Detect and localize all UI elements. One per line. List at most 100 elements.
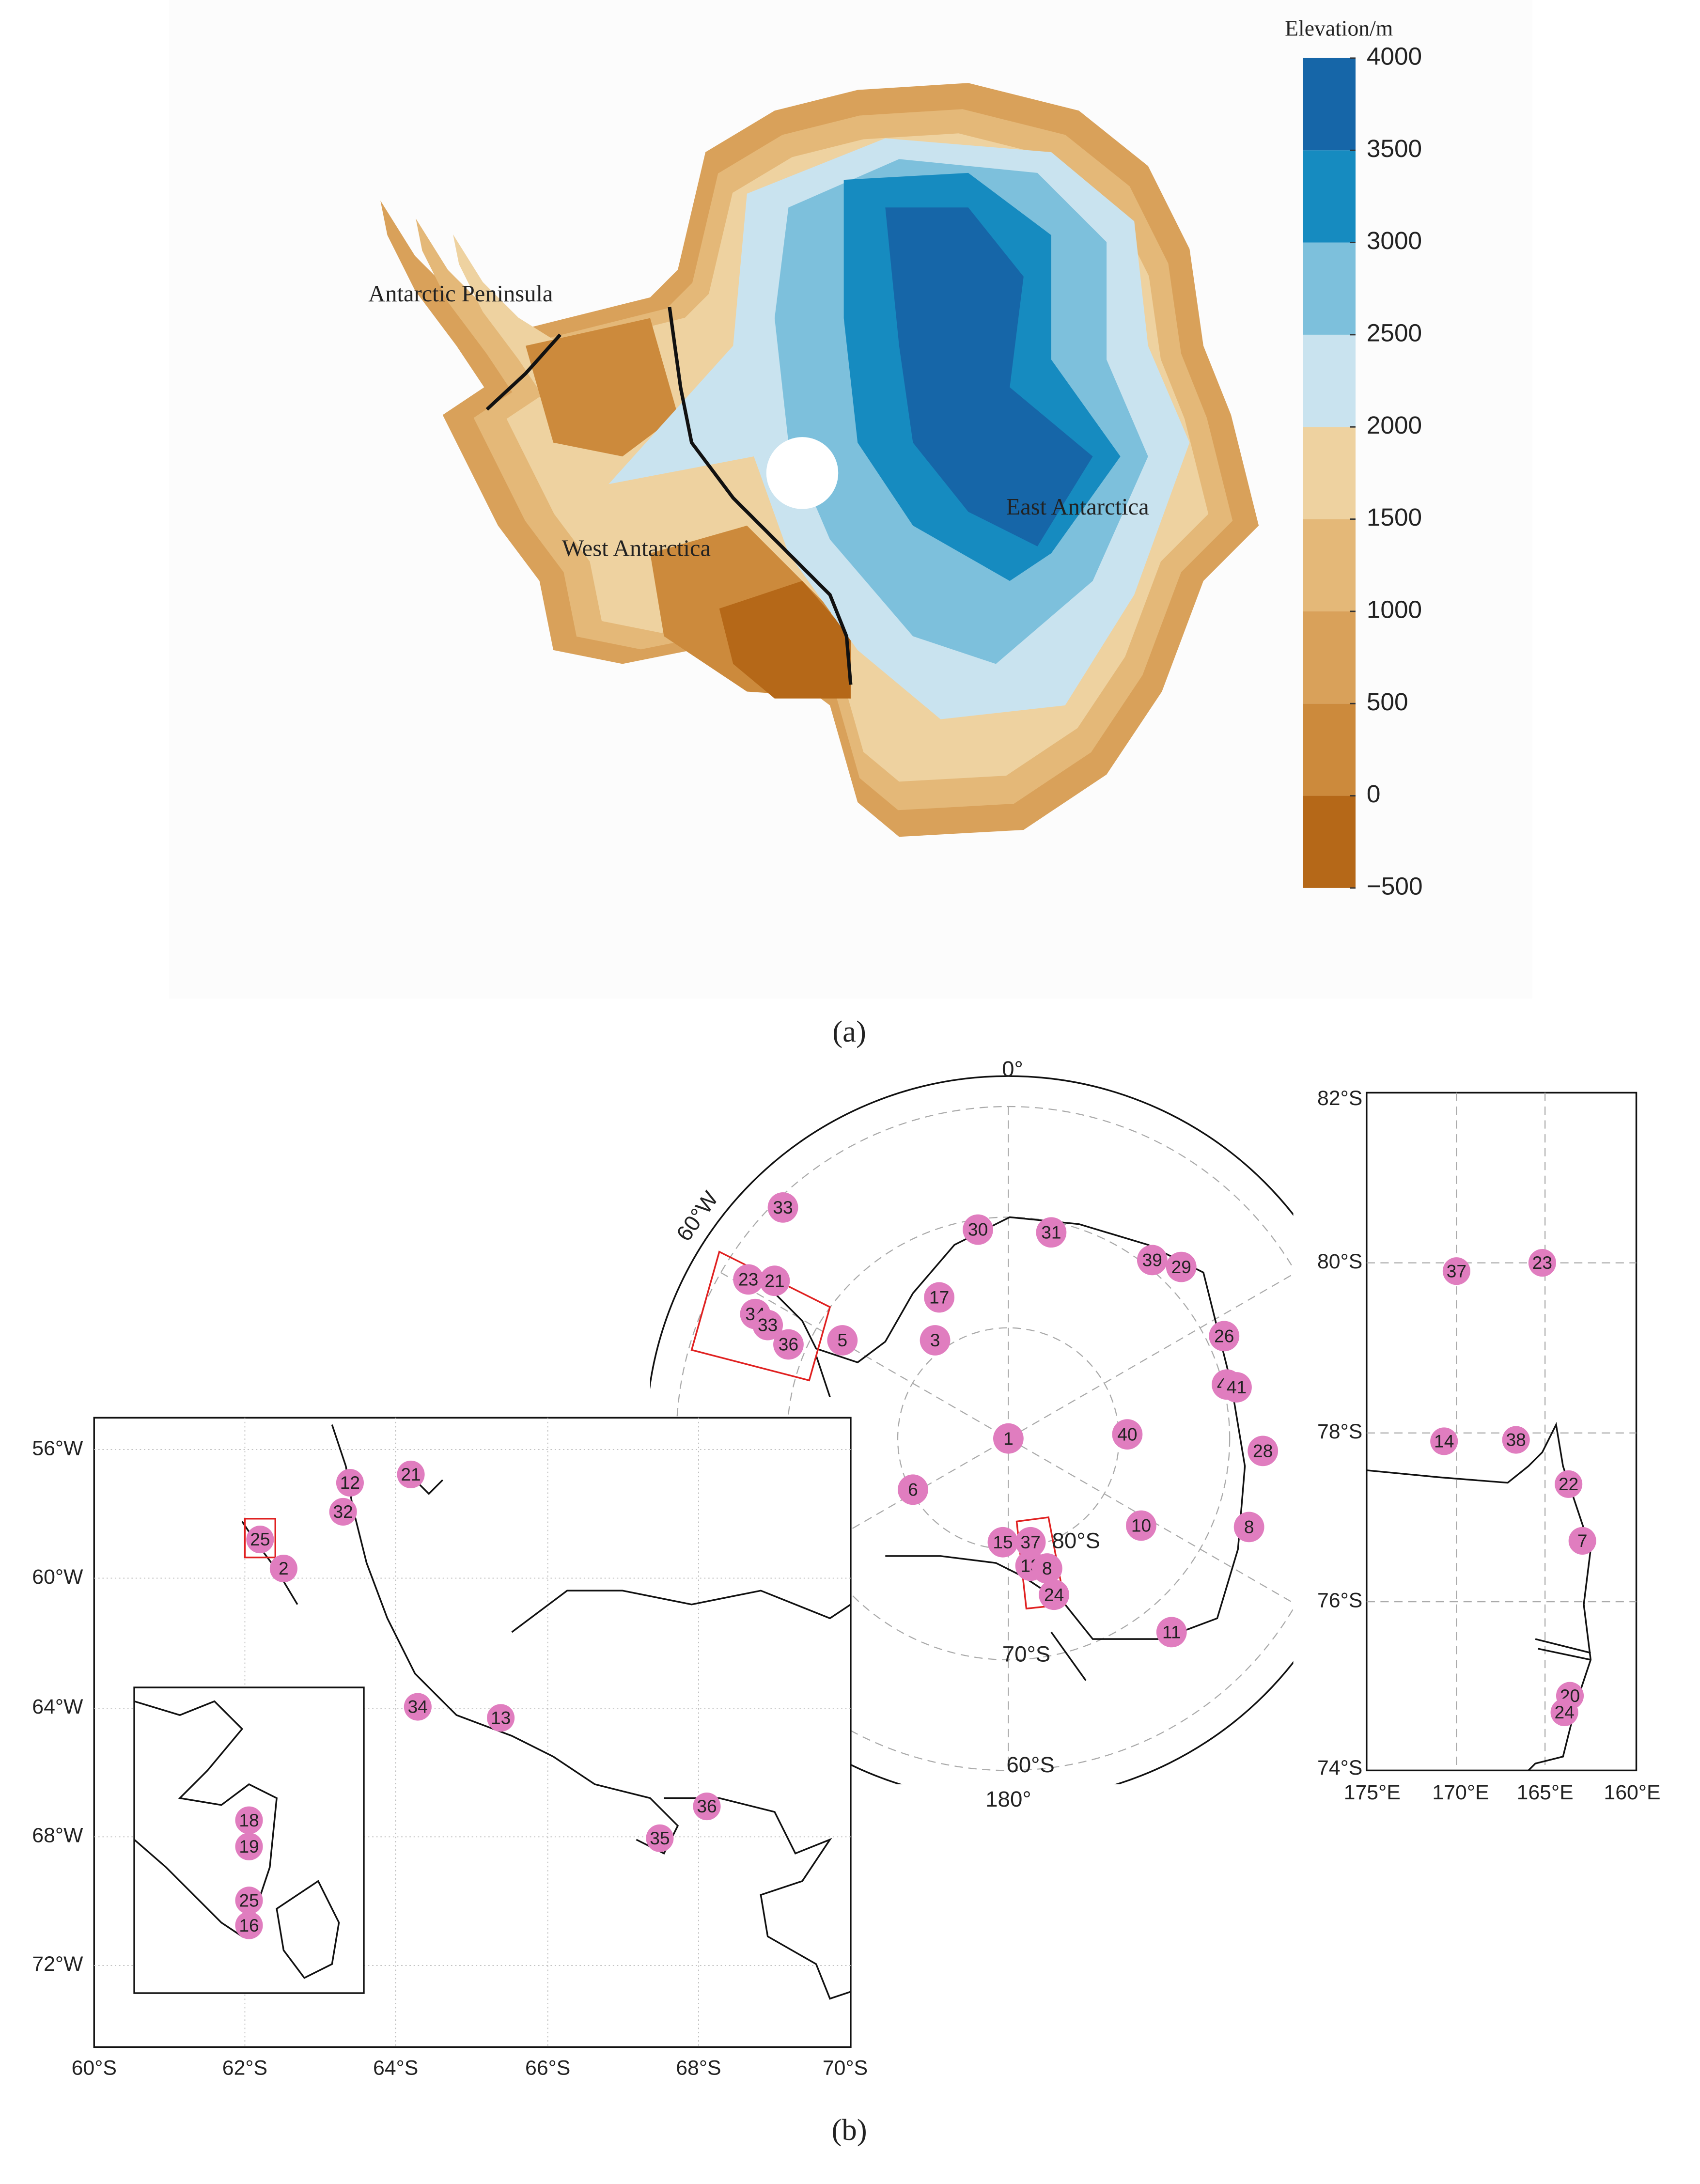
station-label: 11 xyxy=(1162,1622,1181,1642)
polar-labels: 0° 60°W 180° 80°S 70°S 60°S 33 30 31 39 29 23 21 17 3 4… xyxy=(671,1057,1279,1811)
peninsula-map: 56°W 60°W 64°W 68°W 72°W 60°S 62°S 64°S 66°S 68°S… xyxy=(32,1436,868,2079)
station-marker xyxy=(693,1793,721,1821)
station-label: 1 xyxy=(1003,1428,1014,1449)
station-label: 22 xyxy=(1559,1474,1578,1494)
map-label: 180° xyxy=(985,1787,1031,1811)
station-marker xyxy=(487,1704,515,1732)
station-label: 24 xyxy=(1554,1702,1574,1722)
station-label: 36 xyxy=(697,1796,717,1816)
map-label: 80°S xyxy=(1052,1528,1101,1553)
colorbar-tick-label: 3000 xyxy=(1367,226,1422,254)
colorbar-tick-label: −500 xyxy=(1367,872,1423,900)
elevation-band xyxy=(526,318,678,457)
colorbar-band xyxy=(1303,703,1356,796)
x-tick-label: 62°S xyxy=(222,2056,267,2079)
zoom-box xyxy=(244,1518,276,1559)
station-label: 15 xyxy=(993,1532,1013,1552)
station-marker xyxy=(897,1474,928,1505)
caption: (a) xyxy=(832,1014,866,1048)
y-tick-label: 72°W xyxy=(32,1952,83,1976)
station-marker xyxy=(235,1832,263,1860)
station-label: 32 xyxy=(333,1501,353,1522)
station-label: 7 xyxy=(1577,1530,1588,1551)
station-label: 35 xyxy=(650,1828,670,1848)
y-tick-label: 76°S xyxy=(1317,1589,1362,1612)
colorbar-tick-label: 1500 xyxy=(1367,503,1422,531)
x-tick-label: 170°E xyxy=(1432,1781,1489,1804)
colorbar-band xyxy=(1303,150,1356,243)
station-marker xyxy=(827,1325,858,1356)
station-label: 21 xyxy=(401,1464,421,1484)
colorbar-band xyxy=(1303,58,1356,151)
station-label: 17 xyxy=(929,1287,949,1308)
x-tick-label: 175°E xyxy=(1344,1781,1401,1804)
x-tick-label: 60°S xyxy=(72,2056,117,2079)
colorbar-tick-label: 3500 xyxy=(1367,134,1422,162)
station-marker xyxy=(235,1911,263,1939)
station-marker xyxy=(920,1325,951,1356)
colorbar-tick-label: 2000 xyxy=(1367,411,1422,439)
grid-lines xyxy=(94,1418,851,2047)
station-marker xyxy=(269,1554,297,1583)
x-tick-label: 160°E xyxy=(1604,1781,1660,1804)
station-marker xyxy=(1221,1372,1252,1403)
y-tick-label: 80°S xyxy=(1317,1250,1362,1273)
colorbar-band xyxy=(1303,611,1356,704)
station-marker xyxy=(336,1468,364,1497)
station-label: 23 xyxy=(738,1269,758,1290)
station-marker xyxy=(1039,1579,1070,1610)
station-marker xyxy=(993,1423,1024,1454)
station-label: 8 xyxy=(1042,1558,1052,1578)
colorbar-band xyxy=(1303,796,1356,888)
station-label: 13 xyxy=(491,1708,511,1728)
x-tick-label: 66°S xyxy=(525,2056,570,2079)
station-marker xyxy=(987,1527,1018,1558)
map-label: 60°S xyxy=(1006,1752,1055,1777)
y-tick-label: 82°S xyxy=(1317,1087,1362,1110)
station-label: 12 xyxy=(340,1472,360,1493)
station-marker xyxy=(1209,1321,1240,1352)
station-marker xyxy=(1156,1617,1187,1648)
y-tick-label: 64°W xyxy=(32,1695,83,1718)
colorbar-tick-label: 2500 xyxy=(1367,318,1422,346)
station-marker xyxy=(1126,1510,1156,1541)
station-marker xyxy=(1550,1698,1578,1727)
station-marker xyxy=(246,1526,274,1554)
station-label: 2 xyxy=(279,1558,289,1578)
y-tick-label: 78°S xyxy=(1317,1420,1362,1443)
station-marker xyxy=(1555,1470,1583,1498)
colorbar-band xyxy=(1303,519,1356,611)
station-marker xyxy=(1233,1512,1264,1543)
station-marker xyxy=(235,1887,263,1915)
station-label: 14 xyxy=(1434,1431,1454,1451)
elevation-map xyxy=(380,83,1259,837)
y-tick-label: 68°W xyxy=(32,1824,83,1847)
colorbar-tick-label: 1000 xyxy=(1367,595,1422,623)
station-label: 10 xyxy=(1131,1515,1151,1536)
station-marker xyxy=(329,1498,357,1526)
colorbar-band xyxy=(1303,334,1356,427)
station-label: 33 xyxy=(773,1197,793,1217)
station-label: 18 xyxy=(239,1810,259,1830)
x-tick-label: 165°E xyxy=(1517,1781,1574,1804)
station-marker xyxy=(1248,1435,1279,1466)
ross-map-frame xyxy=(1366,1092,1638,1772)
station-label: 41 xyxy=(1227,1377,1247,1397)
colorbar-band xyxy=(1303,427,1356,519)
station-label: 25 xyxy=(239,1890,259,1910)
outer-ring xyxy=(650,1075,1294,1784)
coastline xyxy=(241,1424,851,2000)
zoom-box xyxy=(690,1250,831,1382)
station-marker xyxy=(404,1693,432,1721)
colorbar: −500 0 500 1000 1500 2000 2500 3000 3500 4000 xyxy=(1303,42,1423,900)
colorbar-tick-label: 500 xyxy=(1367,687,1408,716)
station-label: 37 xyxy=(1020,1532,1040,1552)
station-label: 33 xyxy=(758,1315,778,1335)
station-marker xyxy=(1036,1217,1067,1248)
colorbar-tick-label: 0 xyxy=(1367,780,1381,808)
station-marker xyxy=(759,1265,790,1296)
x-tick-label: 70°S xyxy=(823,2056,868,2079)
caption: (b) xyxy=(831,2113,867,2147)
station-marker xyxy=(397,1460,425,1488)
